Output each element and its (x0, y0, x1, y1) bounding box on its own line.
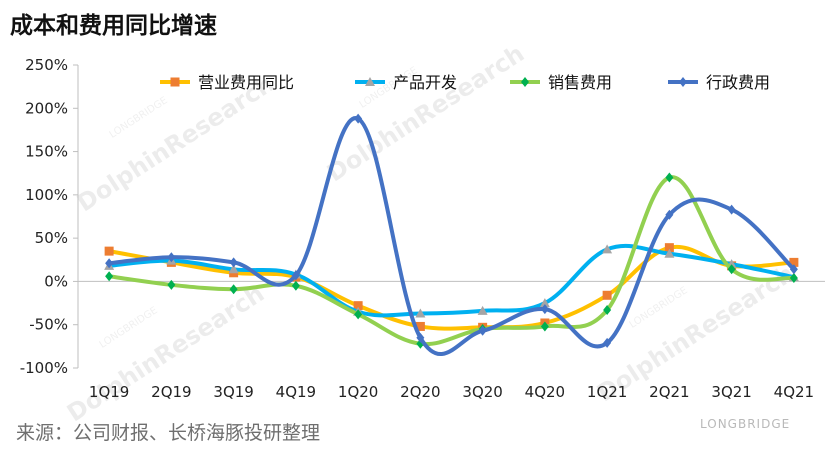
data-point-triangle (602, 244, 613, 254)
x-tick-label: 2Q21 (649, 383, 689, 401)
x-tick-label: 3Q20 (462, 383, 502, 401)
watermark-subtext: LONGBRIDGE (98, 305, 160, 351)
data-point-diamond (603, 337, 612, 348)
data-point-diamond (354, 113, 363, 124)
x-tick-label: 1Q19 (89, 383, 129, 401)
y-tick-label: -100% (20, 359, 68, 377)
data-point-square (415, 321, 425, 331)
x-tick-label: 1Q20 (338, 383, 378, 401)
data-point-triangle (477, 305, 488, 315)
data-point-square (353, 301, 363, 311)
data-point-diamond (167, 252, 176, 263)
data-point-square (602, 290, 612, 300)
data-point-diamond (105, 258, 114, 269)
data-point-diamond (789, 272, 798, 283)
legend-item: 产品开发 (355, 73, 457, 92)
y-tick-label: 250% (25, 56, 68, 74)
data-point-diamond (416, 332, 425, 343)
x-tick-label: 2Q19 (151, 383, 191, 401)
data-point-diamond (229, 257, 238, 268)
data-point-square (664, 243, 674, 253)
data-point-triangle (228, 264, 239, 274)
legend-label: 营业费用同比 (198, 73, 294, 92)
data-point-diamond (665, 209, 674, 220)
data-point-square (104, 246, 114, 256)
data-point-diamond (789, 264, 798, 275)
x-tick-label: 2Q20 (400, 383, 440, 401)
watermark-subtext: LONGBRIDGE (628, 285, 690, 331)
data-point-diamond (105, 271, 114, 282)
chart-legend: 营业费用同比 产品开发 销售费用 行政费用 (160, 73, 770, 92)
chart-title: 成本和费用同比增速 (10, 13, 217, 39)
legend-label: 销售费用 (548, 73, 612, 92)
watermark-brand-logo: LONGBRIDGE (700, 417, 790, 431)
x-tick-label: 3Q19 (213, 383, 253, 401)
x-tick-label: 4Q21 (774, 383, 814, 401)
data-point-diamond (167, 279, 176, 290)
data-point-triangle (664, 248, 675, 258)
data-point-diamond (521, 77, 529, 87)
data-point-diamond (679, 77, 687, 87)
data-point-diamond (354, 309, 363, 320)
legend-label: 行政费用 (706, 73, 770, 92)
watermark-text: DolphinResearch (322, 39, 529, 187)
watermark-subtext: LONGBRIDGE (108, 95, 170, 141)
data-point-triangle (365, 77, 375, 86)
legend-item: 营业费用同比 (160, 73, 294, 92)
series-line (107, 243, 796, 318)
data-point-diamond (291, 280, 300, 291)
y-tick-label: 0% (44, 272, 68, 290)
legend-label: 产品开发 (393, 73, 457, 92)
y-tick-label: 150% (25, 143, 68, 161)
data-point-diamond (478, 325, 487, 336)
watermark-text: DolphinResearch (62, 279, 269, 427)
y-tick-label: 200% (25, 99, 68, 117)
x-tick-label: 1Q21 (587, 383, 627, 401)
data-point-diamond (727, 264, 736, 275)
x-tick-label: 3Q21 (711, 383, 751, 401)
y-tick-label: 50% (35, 229, 68, 247)
data-point-diamond (291, 270, 300, 281)
data-point-diamond (727, 204, 736, 215)
y-tick-label: 100% (25, 186, 68, 204)
chart-series (104, 113, 799, 356)
chart-axes: 250% 200% 150% 100% 50% 0% -50% -100% 1Q19 2Q19 3Q… (20, 56, 825, 401)
legend-item: 销售费用 (510, 73, 612, 92)
data-point-diamond (229, 284, 238, 295)
data-point-diamond (540, 321, 549, 332)
data-point-square (170, 77, 180, 87)
data-point-triangle (415, 308, 426, 318)
source-note: 来源：公司财报、长桥海豚投研整理 (16, 422, 321, 444)
data-point-triangle (539, 298, 550, 308)
data-point-diamond (540, 304, 549, 315)
y-tick-label: -50% (29, 316, 68, 334)
x-tick-label: 4Q19 (276, 383, 316, 401)
data-point-diamond (603, 304, 612, 315)
data-point-square (789, 257, 799, 267)
legend-item: 行政费用 (668, 73, 770, 92)
data-point-diamond (665, 172, 674, 183)
x-tick-label: 4Q20 (525, 383, 565, 401)
series-4 (105, 113, 798, 356)
